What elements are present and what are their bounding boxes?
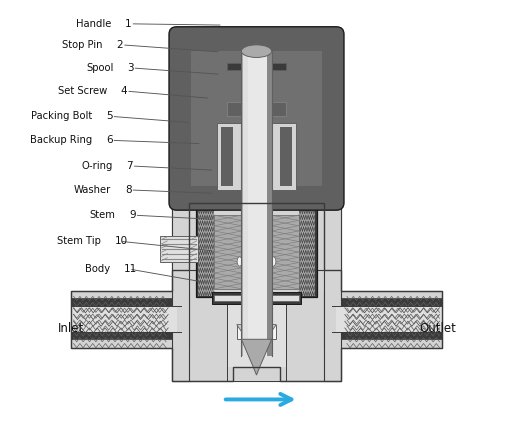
Polygon shape (241, 51, 272, 356)
Bar (245, 51, 268, 356)
Polygon shape (71, 298, 176, 339)
Polygon shape (227, 203, 286, 367)
Text: 1: 1 (125, 19, 131, 29)
Polygon shape (71, 291, 189, 348)
Bar (227, 102, 286, 116)
Bar (272, 215, 299, 289)
Text: 8: 8 (125, 185, 131, 195)
Polygon shape (172, 203, 341, 381)
Polygon shape (212, 200, 301, 294)
Text: 11: 11 (124, 264, 137, 274)
Text: Packing Bolt: Packing Bolt (31, 111, 92, 122)
Polygon shape (241, 339, 272, 375)
Text: 7: 7 (126, 161, 133, 171)
Polygon shape (290, 203, 341, 381)
Polygon shape (236, 325, 277, 341)
Polygon shape (216, 123, 297, 190)
Text: O-ring: O-ring (81, 161, 113, 171)
Text: 9: 9 (129, 210, 135, 220)
Polygon shape (214, 295, 299, 301)
Polygon shape (299, 200, 315, 295)
Polygon shape (280, 127, 292, 186)
Text: 3: 3 (127, 63, 133, 73)
Text: Handle: Handle (76, 19, 111, 29)
Text: Inlet: Inlet (58, 322, 85, 335)
Text: Body: Body (85, 264, 110, 274)
Polygon shape (71, 306, 176, 332)
Bar (227, 62, 286, 70)
Polygon shape (195, 198, 318, 297)
Polygon shape (172, 203, 223, 381)
Polygon shape (212, 292, 301, 303)
Bar (191, 51, 322, 186)
Bar (267, 51, 272, 356)
Ellipse shape (237, 257, 242, 266)
Text: Outlet: Outlet (419, 322, 456, 335)
Text: 5: 5 (106, 111, 112, 122)
Text: Backup Ring: Backup Ring (30, 135, 92, 145)
Text: 6: 6 (106, 135, 112, 145)
Polygon shape (221, 127, 233, 186)
Text: Set Screw: Set Screw (58, 86, 107, 96)
FancyBboxPatch shape (169, 27, 344, 210)
Text: 10: 10 (114, 236, 127, 246)
Ellipse shape (271, 257, 276, 266)
Polygon shape (198, 200, 214, 295)
Text: Stem: Stem (90, 210, 115, 220)
Text: Spool: Spool (86, 63, 113, 73)
Polygon shape (233, 367, 280, 381)
Polygon shape (324, 291, 442, 348)
Polygon shape (236, 325, 277, 339)
Bar (214, 215, 241, 289)
Polygon shape (160, 236, 198, 262)
Bar (243, 51, 248, 356)
Polygon shape (337, 306, 442, 332)
Text: Stop Pin: Stop Pin (63, 40, 103, 50)
Text: Washer: Washer (74, 185, 111, 195)
Polygon shape (337, 298, 442, 339)
Text: Stem Tip: Stem Tip (57, 236, 101, 246)
Text: 4: 4 (121, 86, 127, 96)
Ellipse shape (241, 45, 272, 57)
Text: 2: 2 (116, 40, 123, 50)
